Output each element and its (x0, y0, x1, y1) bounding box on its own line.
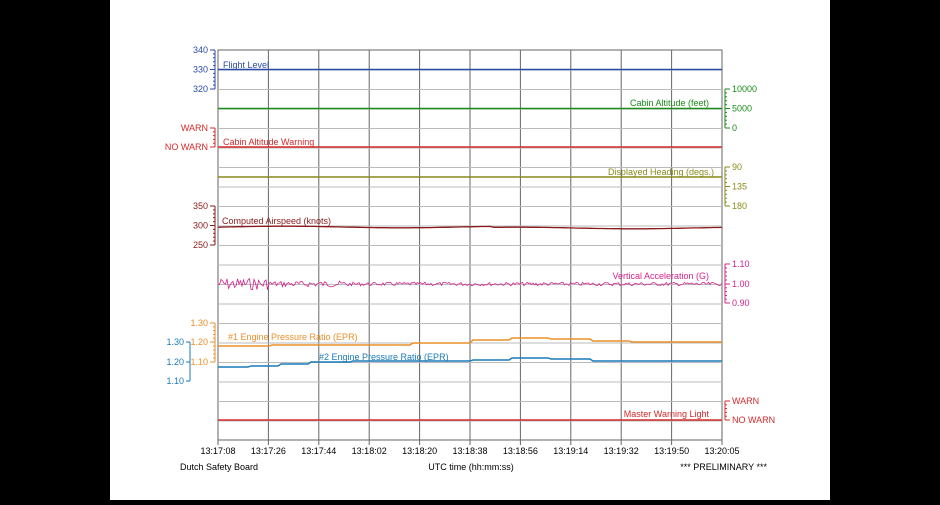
axis-tick-label: 330 (193, 65, 208, 75)
series-label-vertical-acceleration: Vertical Acceleration (G) (612, 271, 709, 281)
flight-data-chart: 340 330 320 10000 5000 0 WARN NO WARN 90 135 180 35… (165, 45, 775, 472)
axis-tick-label: WARN (732, 396, 759, 406)
axis-tick-label: 350 (193, 201, 208, 211)
vertical-acceleration-trace (217, 277, 723, 291)
epr1-axis: 1.30 1.20 1.10 (190, 318, 216, 367)
labels: Flight Level Cabin Altitude (feet) Cabin A… (222, 60, 714, 419)
x-tick-label: 13:17:26 (251, 446, 286, 456)
heading-axis: 90 135 180 (724, 162, 747, 211)
axis-tick-label: 250 (193, 240, 208, 250)
series-label-master-warning: Master Warning Light (624, 409, 710, 419)
axis-tick-label: 10000 (732, 84, 757, 94)
x-tick-label: 13:19:50 (654, 446, 689, 456)
axis-tick-label: 1.20 (190, 337, 208, 347)
axis-tick-label: 300 (193, 221, 208, 231)
traces (217, 68, 723, 421)
airspeed-trace (217, 225, 723, 230)
series-label-cabin-warning: Cabin Altitude Warning (223, 137, 314, 147)
axis-tick-label: WARN (181, 123, 208, 133)
epr1-trace (218, 337, 722, 347)
epr2-trace (218, 357, 722, 368)
cabin-altitude-axis: 10000 5000 0 (724, 84, 757, 133)
series-label-airspeed: Computed Airspeed (knots) (222, 216, 331, 226)
x-axis-label: UTC time (hh:mm:ss) (428, 462, 514, 472)
axis-tick-label: 180 (732, 201, 747, 211)
axis-tick-label: 1.00 (732, 279, 750, 289)
series-label-heading: Displayed Heading (degs.) (608, 167, 714, 177)
axis-tick-label: 0 (732, 123, 737, 133)
series-label-epr2: #2 Engine Pressure Ratio (EPR) (319, 352, 449, 362)
x-tick-label: 13:19:32 (604, 446, 639, 456)
axis-tick-label: NO WARN (165, 142, 208, 152)
x-tick-label: 13:18:38 (452, 446, 487, 456)
series-label-cabin-altitude: Cabin Altitude (feet) (630, 98, 709, 108)
axis-tick-label: 0.90 (732, 298, 750, 308)
axis-tick-label: 1.30 (190, 318, 208, 328)
x-tick-label: 13:19:14 (553, 446, 588, 456)
x-tick-label: 13:18:20 (402, 446, 437, 456)
x-tick-label: 13:20:05 (704, 446, 739, 456)
axis-tick-label: 1.10 (732, 259, 750, 269)
series-label-flight-level: Flight Level (223, 60, 269, 70)
x-tick-label: 13:18:56 (503, 446, 538, 456)
x-tick-label: 13:17:08 (200, 446, 235, 456)
chart-page: 340 330 320 10000 5000 0 WARN NO WARN 90 135 180 35… (110, 0, 830, 500)
x-tick-label: 13:17:44 (301, 446, 336, 456)
axis-tick-label: NO WARN (732, 415, 775, 425)
axis-tick-label: 1.10 (190, 357, 208, 367)
axis-tick-label: 1.20 (166, 357, 184, 367)
axis-tick-label: 135 (732, 182, 747, 192)
axes: 340 330 320 10000 5000 0 WARN NO WARN 90 135 180 35… (165, 45, 775, 425)
x-axis-ticks: 13:17:08 13:17:26 13:17:44 13:18:02 13:18:20… (200, 440, 740, 456)
axis-tick-label: 320 (193, 84, 208, 94)
axis-tick-label: 1.30 (166, 337, 184, 347)
axis-tick-label: 340 (193, 45, 208, 55)
airspeed-axis: 350 300 250 (193, 201, 216, 250)
master-warning-axis: WARN NO WARN (724, 396, 775, 425)
axis-tick-label: 1.10 (166, 376, 184, 386)
footer-preliminary: *** PRELIMINARY *** (680, 462, 767, 472)
axis-tick-label: 90 (732, 162, 742, 172)
flight-level-axis: 340 330 320 (193, 45, 216, 94)
vertical-acceleration-axis: 1.10 1.00 0.90 (724, 259, 750, 308)
axis-tick-label: 5000 (732, 104, 752, 114)
series-label-epr1: #1 Engine Pressure Ratio (EPR) (228, 332, 358, 342)
cabin-warning-axis: WARN NO WARN (165, 123, 216, 152)
footer-source: Dutch Safety Board (180, 462, 258, 472)
epr2-axis: 1.30 1.20 1.10 (166, 337, 191, 386)
x-tick-label: 13:18:02 (352, 446, 387, 456)
